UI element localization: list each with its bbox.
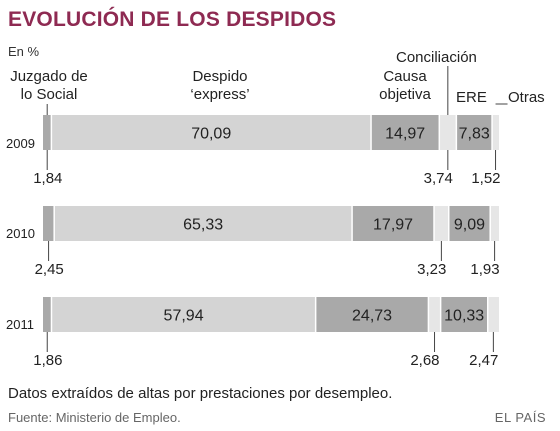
value-label-juzgado-de-lo-social-2010: 2,45 [35, 261, 64, 278]
bar-ere-2011 [440, 297, 488, 332]
source-note: Fuente: Ministerio de Empleo. [8, 410, 181, 425]
value-label-ere-2009: 7,83 [459, 126, 490, 143]
legend-label-juzgado: Juzgado de lo Social [10, 68, 88, 103]
year-label-2010: 2010 [6, 226, 35, 241]
value-label-despido-express-2009: 70,09 [191, 126, 231, 143]
value-label-juzgado-de-lo-social-2011: 1,86 [33, 352, 62, 369]
bar-despido-express-2009 [51, 115, 372, 150]
bar-ere-2009 [456, 115, 493, 150]
bar-despido-express-2010 [54, 206, 353, 241]
bar-otras-2009 [492, 115, 499, 150]
footnote: Datos extraídos de altas por prestacione… [8, 385, 393, 402]
legend-label-conciliacion: Conciliación [396, 49, 477, 66]
value-label-otras-2010: 1,93 [470, 261, 499, 278]
value-label-causa-objetiva-2010: 17,97 [373, 217, 413, 234]
value-label-otras-2009: 1,52 [471, 170, 500, 187]
value-label-despido-express-2010: 65,33 [183, 217, 223, 234]
bar-juzgado-de-lo-social-2009 [43, 115, 52, 150]
bar-ere-2010 [448, 206, 491, 241]
bar-conciliacion-2011 [428, 297, 441, 332]
value-label-ere-2011: 10,33 [444, 308, 484, 325]
value-label-otras-2011: 2,47 [469, 352, 498, 369]
year-label-2011: 2011 [6, 317, 34, 332]
value-label-despido-express-2011: 57,94 [164, 308, 204, 325]
value-label-conciliacion-2010: 3,23 [417, 261, 446, 278]
legend-label-causa-objetiva: Causa objetiva [379, 68, 431, 103]
bar-juzgado-de-lo-social-2010 [43, 206, 55, 241]
legend-label-otras: Otras [508, 89, 545, 106]
value-label-causa-objetiva-2009: 14,97 [385, 126, 425, 143]
unit-label: En % [8, 44, 40, 59]
bar-causa-objetiva-2011 [315, 297, 429, 332]
bar-despido-express-2011 [51, 297, 316, 332]
publisher-brand: EL PAÍS [494, 410, 546, 425]
legend-label-express: Despido ‘express’ [190, 68, 250, 103]
value-label-causa-objetiva-2011: 24,73 [352, 308, 392, 325]
legend-label-ere: ERE [456, 89, 487, 106]
value-label-ere-2010: 9,09 [454, 217, 485, 234]
chart-title: EVOLUCIÓN DE LOS DESPIDOS [8, 8, 337, 31]
bar-conciliacion-2010 [434, 206, 449, 241]
year-label-2009: 2009 [6, 136, 35, 151]
bar-otras-2010 [490, 206, 499, 241]
value-label-conciliacion-2009: 3,74 [424, 170, 453, 187]
bar-causa-objetiva-2010 [352, 206, 435, 241]
value-label-conciliacion-2011: 2,68 [410, 352, 439, 369]
bar-causa-objetiva-2009 [371, 115, 440, 150]
bar-otras-2011 [487, 297, 499, 332]
value-label-juzgado-de-lo-social-2009: 1,84 [33, 170, 62, 187]
bar-juzgado-de-lo-social-2011 [43, 297, 52, 332]
bar-conciliacion-2009 [439, 115, 457, 150]
